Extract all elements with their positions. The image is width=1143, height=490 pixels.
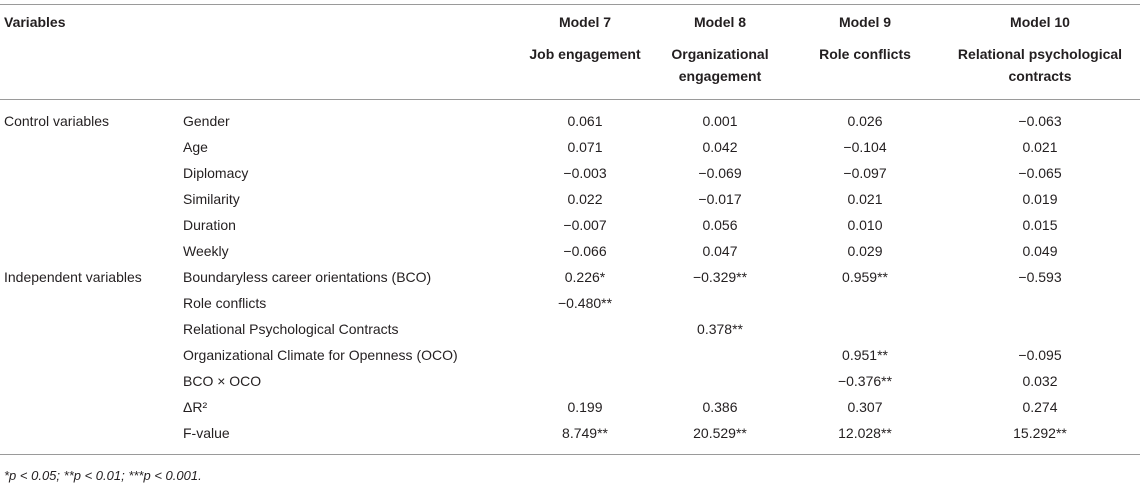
model-7-dependent: Job engagement bbox=[529, 46, 641, 62]
value-cell: −0.066 bbox=[563, 243, 607, 259]
model-7-header: Model 7 bbox=[558, 14, 612, 30]
model-10-header: Model 10 bbox=[1010, 14, 1070, 30]
row-variable-label: F-value bbox=[183, 425, 230, 441]
value-cell: −0.007 bbox=[563, 217, 607, 233]
value-cell: 0.226* bbox=[564, 269, 606, 285]
value-cell: −0.097 bbox=[843, 165, 887, 181]
row-variable-label: Role conflicts bbox=[183, 295, 267, 311]
value-cell: −0.003 bbox=[563, 165, 607, 181]
model-8-header: Model 8 bbox=[693, 14, 747, 30]
row-variable-label: BCO × OCO bbox=[183, 373, 262, 389]
value-cell: 0.032 bbox=[1022, 373, 1058, 389]
footnote: *p < 0.05; **p < 0.01; ***p < 0.001. bbox=[4, 468, 202, 483]
row-variable-label: Diplomacy bbox=[183, 165, 249, 181]
value-cell: 0.042 bbox=[702, 139, 738, 155]
value-cell: 20.529** bbox=[693, 425, 747, 441]
value-cell: 0.061 bbox=[567, 113, 603, 129]
value-cell: 0.022 bbox=[567, 191, 603, 207]
value-cell bbox=[515, 368, 655, 394]
value-cell: 0.047 bbox=[702, 243, 738, 259]
table-row: ΔR² 0.199 0.386 0.307 0.274 bbox=[0, 394, 1140, 420]
value-cell: −0.095 bbox=[1018, 347, 1062, 363]
value-cell: 0.021 bbox=[1022, 139, 1058, 155]
value-cell: 0.071 bbox=[567, 139, 603, 155]
row-group-label: Independent variables bbox=[4, 269, 142, 285]
model-10-dependent: Relational psychological contracts bbox=[957, 46, 1123, 84]
row-variable-label: Gender bbox=[183, 113, 230, 129]
value-cell bbox=[795, 316, 935, 342]
row-variable-label: Age bbox=[183, 139, 208, 155]
table-row: Diplomacy −0.003 −0.069 −0.097 −0.065 bbox=[0, 160, 1140, 186]
value-cell bbox=[650, 368, 790, 394]
value-cell: 0.049 bbox=[1022, 243, 1058, 259]
row-variable-label: Weekly bbox=[183, 243, 229, 259]
value-cell: 8.749** bbox=[562, 425, 608, 441]
value-cell bbox=[515, 316, 655, 342]
value-cell: −0.063 bbox=[1018, 113, 1062, 129]
table-body: Control variables Gender 0.061 0.001 0.026 −0… bbox=[0, 108, 1140, 446]
row-variable-label: Relational Psychological Contracts bbox=[183, 321, 399, 337]
value-cell bbox=[650, 290, 790, 316]
value-cell: −0.329** bbox=[692, 269, 748, 285]
table-row: Age 0.071 0.042 −0.104 0.021 bbox=[0, 134, 1140, 160]
table-row: Weekly −0.066 0.047 0.029 0.049 bbox=[0, 238, 1140, 264]
value-cell: 0.274 bbox=[1022, 399, 1058, 415]
value-cell: 0.001 bbox=[702, 113, 738, 129]
value-cell: 0.307 bbox=[847, 399, 883, 415]
row-variable-label: ΔR² bbox=[183, 399, 208, 415]
value-cell: 0.386 bbox=[702, 399, 738, 415]
model-9-header: Model 9 bbox=[838, 14, 892, 30]
row-group-label: Control variables bbox=[4, 113, 110, 129]
header-row-dependents: Job engagement Organizational engagement… bbox=[0, 39, 1140, 100]
value-cell bbox=[795, 290, 935, 316]
table-row: Organizational Climate for Openness (OCO… bbox=[0, 342, 1140, 368]
value-cell bbox=[945, 316, 1135, 342]
table-row: Role conflicts −0.480** bbox=[0, 290, 1140, 316]
value-cell: −0.104 bbox=[843, 139, 887, 155]
variables-header: Variables bbox=[4, 14, 66, 30]
row-variable-label: Similarity bbox=[183, 191, 240, 207]
value-cell: 0.010 bbox=[847, 217, 883, 233]
value-cell: 0.015 bbox=[1022, 217, 1058, 233]
table-row: Relational Psychological Contracts 0.378*… bbox=[0, 316, 1140, 342]
value-cell bbox=[515, 342, 655, 368]
value-cell: 0.021 bbox=[847, 191, 883, 207]
value-cell: 0.056 bbox=[702, 217, 738, 233]
value-cell: 12.028** bbox=[838, 425, 892, 441]
table-row: F-value 8.749** 20.529** 12.028** 15.292** bbox=[0, 420, 1140, 446]
value-cell: −0.593 bbox=[1018, 269, 1062, 285]
value-cell: 0.959** bbox=[842, 269, 888, 285]
value-cell: 0.029 bbox=[847, 243, 883, 259]
value-cell bbox=[945, 290, 1135, 316]
table-row: Similarity 0.022 −0.017 0.021 0.019 bbox=[0, 186, 1140, 212]
row-variable-label: Organizational Climate for Openness (OCO… bbox=[183, 347, 458, 363]
row-variable-label: Duration bbox=[183, 217, 236, 233]
value-cell: 0.026 bbox=[847, 113, 883, 129]
value-cell: 0.199 bbox=[567, 399, 603, 415]
regression-table: Variables Model 7 Model 8 Model 9 Model … bbox=[0, 4, 1140, 455]
value-cell: −0.376** bbox=[837, 373, 893, 389]
table-row: Independent variables Boundaryless career… bbox=[0, 264, 1140, 290]
value-cell: 0.378** bbox=[697, 321, 743, 337]
table-row: BCO × OCO −0.376** 0.032 bbox=[0, 368, 1140, 394]
model-8-dependent: Organizational engagement bbox=[671, 46, 769, 84]
value-cell bbox=[650, 342, 790, 368]
value-cell: 15.292** bbox=[1013, 425, 1067, 441]
value-cell: −0.017 bbox=[698, 191, 742, 207]
table-row: Control variables Gender 0.061 0.001 0.026 −0… bbox=[0, 108, 1140, 134]
table-row: Duration −0.007 0.056 0.010 0.015 bbox=[0, 212, 1140, 238]
row-variable-label: Boundaryless career orientations (BCO) bbox=[183, 269, 432, 285]
value-cell: 0.951** bbox=[842, 347, 888, 363]
value-cell: 0.019 bbox=[1022, 191, 1058, 207]
header-row-models: Variables Model 7 Model 8 Model 9 Model … bbox=[0, 5, 1140, 39]
model-9-dependent: Role conflicts bbox=[819, 46, 911, 62]
value-cell: −0.065 bbox=[1018, 165, 1062, 181]
value-cell: −0.069 bbox=[698, 165, 742, 181]
value-cell: −0.480** bbox=[557, 295, 613, 311]
